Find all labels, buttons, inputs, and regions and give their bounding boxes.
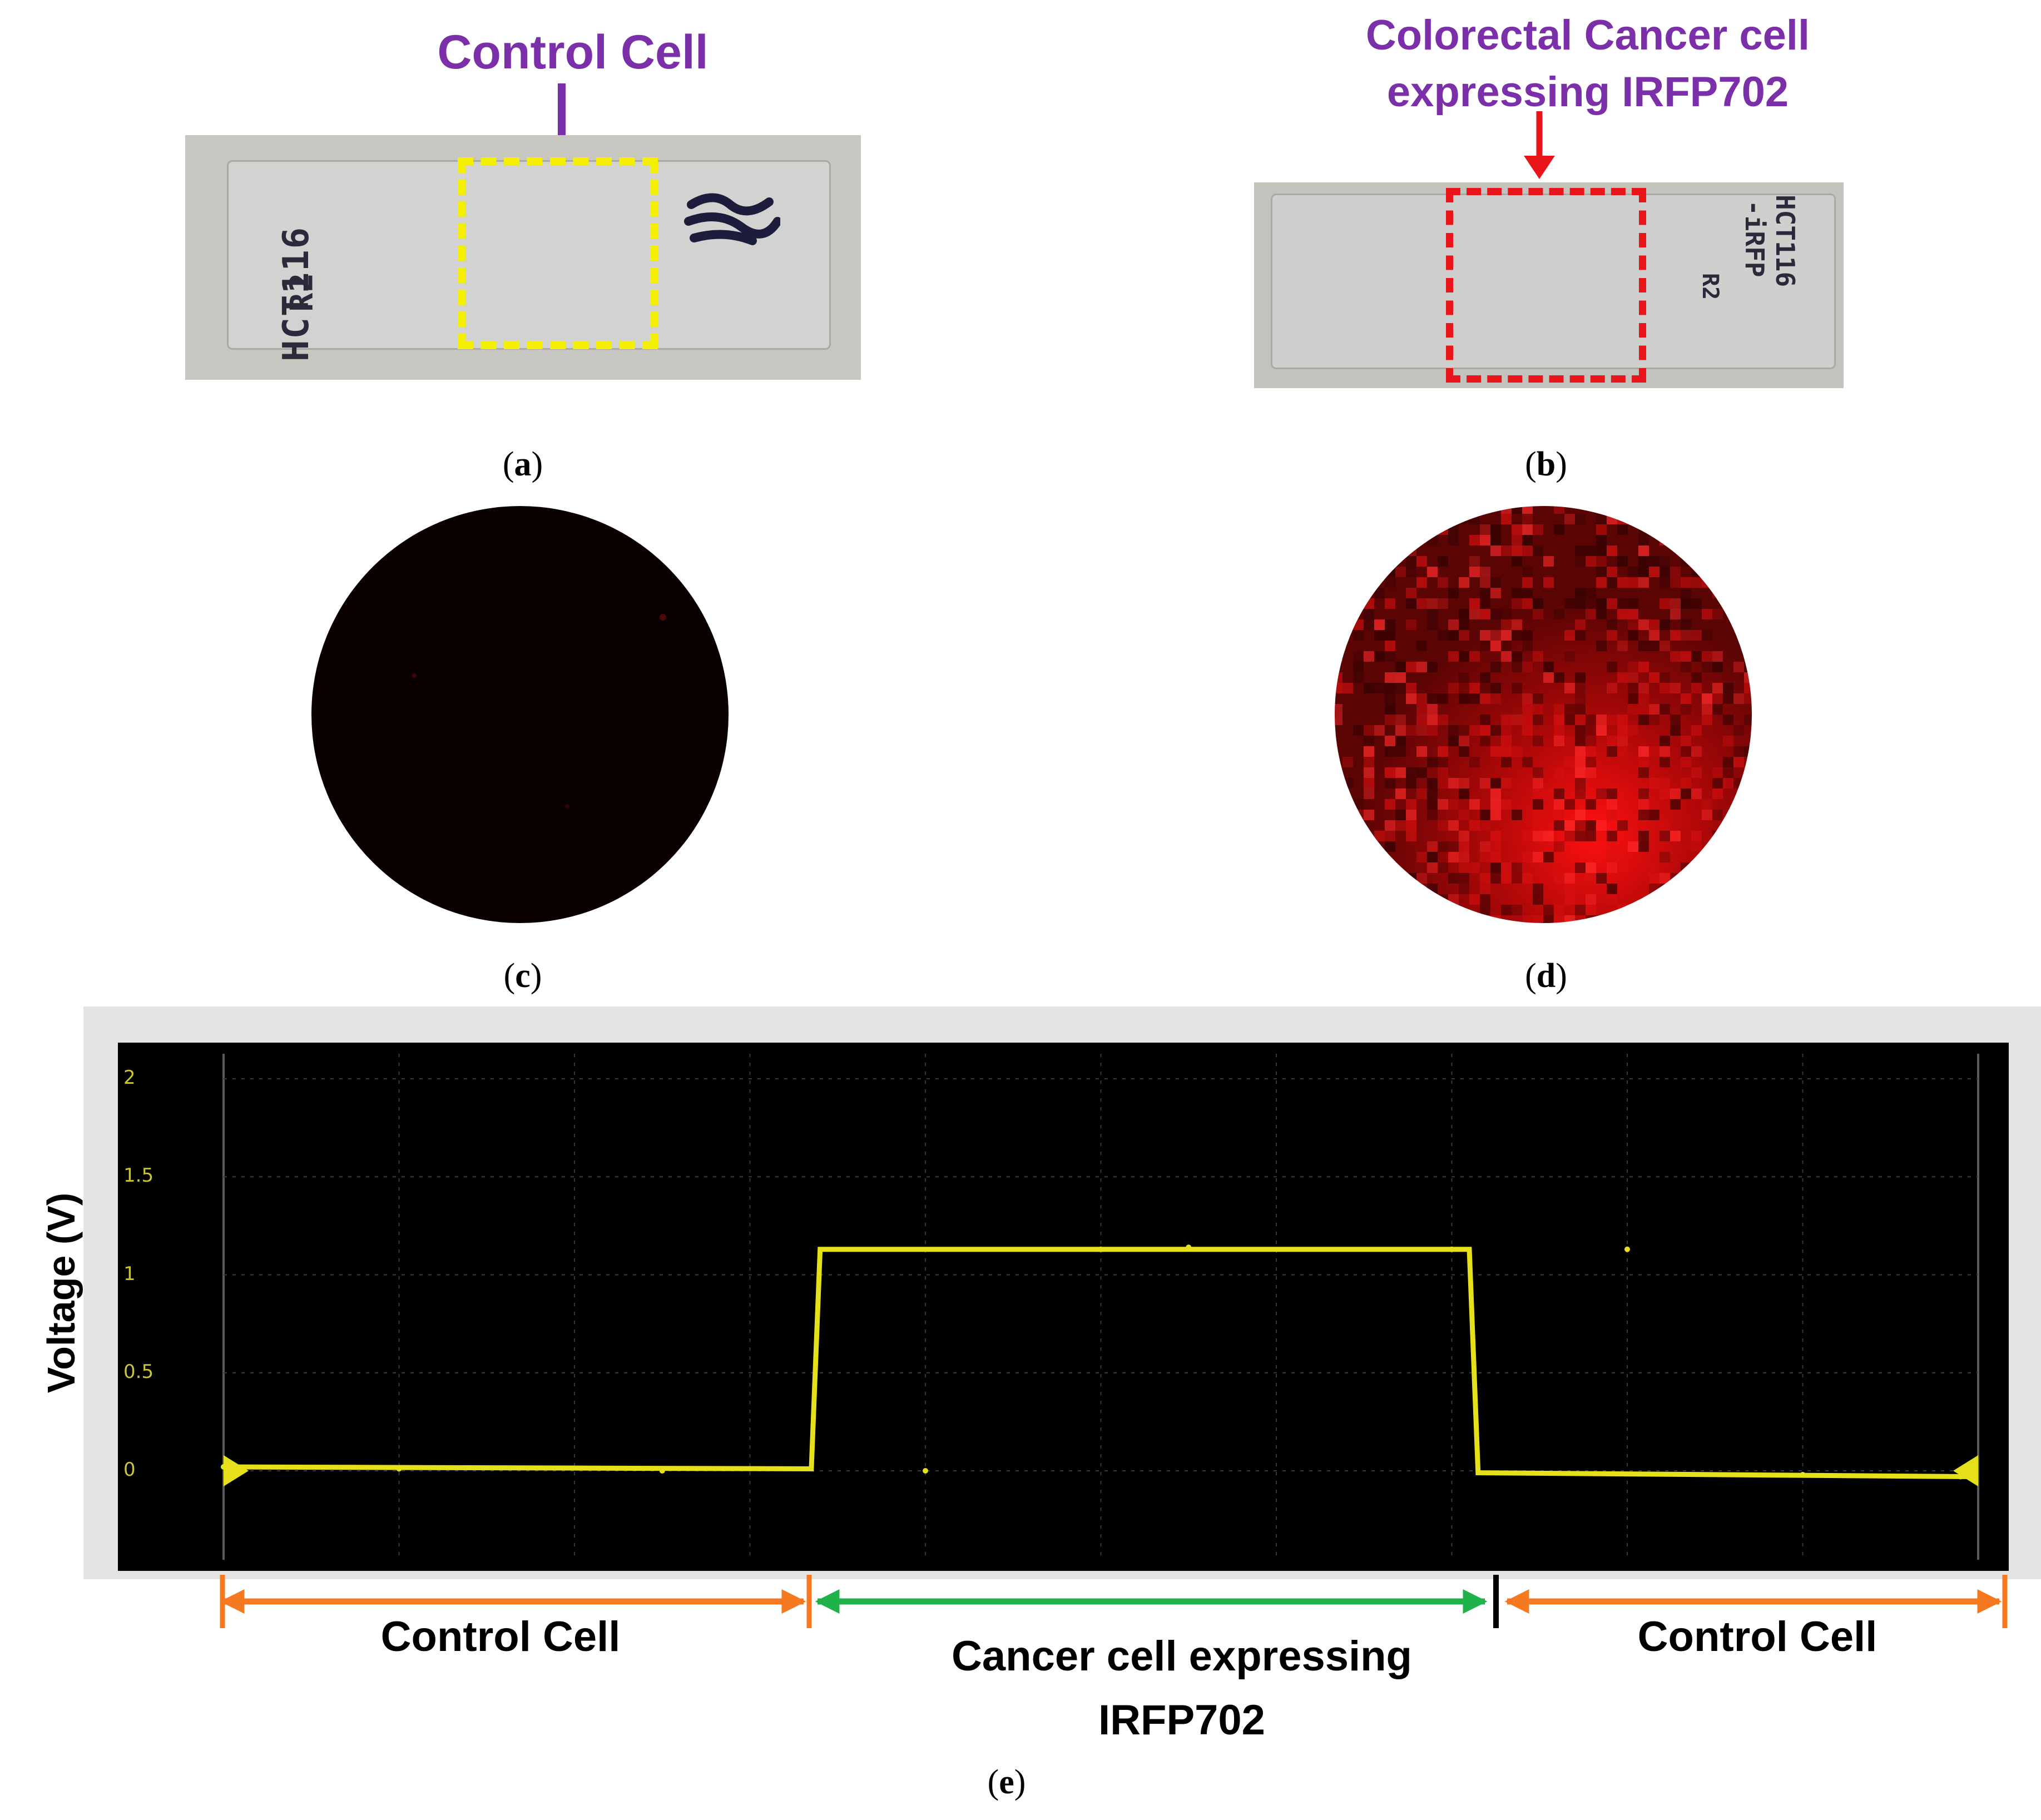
panel-d-noise-pattern [1335,506,1752,923]
panel-b-slide [1271,194,1836,369]
panel-b-photo: HCT116 -iRFP R2 [1254,182,1844,388]
panel-a-yellow-box [458,157,658,349]
voltage-chart [221,1054,1979,1560]
panel-b-title-line1: Colorectal Cancer cell [1365,12,1810,59]
panel-a-marker-scribble [680,188,782,255]
panel-b-red-box [1446,188,1646,383]
y-tick-label: 0 [123,1459,136,1481]
ground-marker [224,1455,249,1486]
panel-a-title: Control Cell [437,26,709,79]
panel-b-title-line2: expressing IRFP702 [1386,68,1789,116]
panel-b-slide-label: HCT116 [1770,195,1800,287]
trace-point [923,1468,928,1474]
panel-b-arrow [1524,111,1555,179]
panel-a-slide-label-2: R2 [284,272,320,312]
right-control-arrow [1504,1575,2008,1628]
trace-point [1098,1246,1104,1252]
signal-trace [223,1247,1979,1480]
trace-point [1624,1246,1630,1252]
y-tick-label: 2 [123,1067,136,1089]
trace-point [1800,1472,1806,1478]
segment-arrows [220,1575,2008,1628]
left-control-arrow [220,1575,812,1628]
panel-e-caption: (e) [987,1763,1026,1801]
panel-d-caption: (d) [1525,957,1567,995]
panel-d-fluorescence-image [1335,506,1752,923]
middle-cancer-arrow [815,1575,1499,1628]
y-axis-label: Voltage (V) [39,1192,83,1393]
trace-point [396,1466,402,1472]
y-tick-label: 0.5 [123,1360,154,1383]
segment-label-left: Control Cell [380,1613,621,1660]
y-tick-label: 1 [123,1262,136,1285]
segment-label-middle-2: IRFP702 [1098,1697,1265,1744]
panel-c-caption: (c) [503,957,542,995]
panel-a-photo: HCT116 R2 [185,135,861,380]
panel-c-fluorescence-image [311,506,729,923]
panel-b-slide-label-2: -iRFP [1740,200,1770,277]
y-tick-label: 1.5 [123,1164,154,1187]
segment-label-middle-1: Cancer cell expressing [952,1633,1412,1680]
panel-b-slide-label-3: R2 [1697,273,1723,300]
segment-label-right: Control Cell [1637,1613,1877,1660]
oscilloscope-screen [118,1043,2009,1571]
ground-marker [1953,1455,1978,1486]
trace-point [1449,1246,1455,1252]
trace-point [659,1468,665,1474]
trace-point [1186,1244,1192,1251]
panel-a-caption: (a) [502,445,543,483]
panel-b-caption: (b) [1525,445,1567,483]
